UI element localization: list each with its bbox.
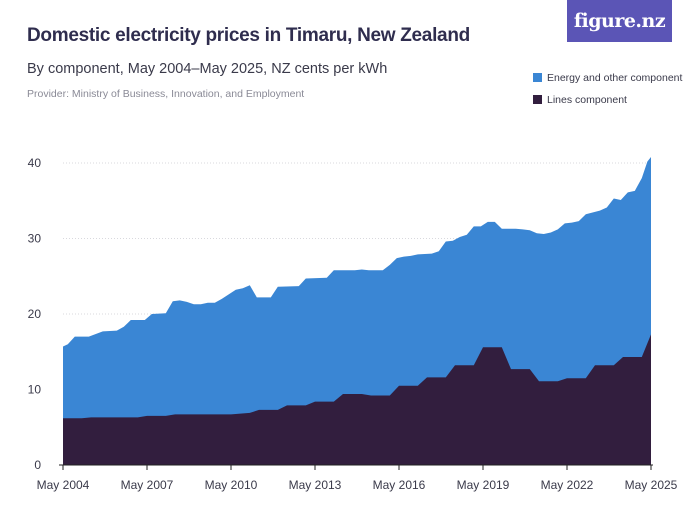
legend: Energy and other component Lines compone… — [533, 71, 682, 115]
x-tick-label: May 2025 — [625, 478, 678, 492]
legend-item-lines: Lines component — [533, 93, 682, 106]
y-tick-label: 0 — [34, 458, 41, 472]
legend-label-lines: Lines component — [547, 93, 627, 106]
provider-note: Provider: Ministry of Business, Innovati… — [27, 88, 305, 100]
chart-areas — [63, 157, 651, 465]
x-tick-label: May 2016 — [373, 478, 426, 492]
legend-label-energy: Energy and other component — [547, 71, 683, 84]
chart-subtitle: By component, May 2004–May 2025, NZ cent… — [27, 61, 388, 77]
y-tick-label: 10 — [28, 383, 42, 397]
y-tick-label: 30 — [28, 232, 42, 246]
y-tick-label: 20 — [28, 307, 42, 321]
legend-swatch-energy — [533, 73, 542, 82]
chart-axes: 0 10 20 30 40 May 2004 May 2007 May 2010 May 201… — [28, 156, 678, 492]
x-tick-label: May 2013 — [289, 478, 342, 492]
x-tick-label: May 2007 — [121, 478, 174, 492]
x-tick-label: May 2010 — [205, 478, 258, 492]
x-tick-label: May 2022 — [541, 478, 594, 492]
chart-title: Domestic electricity prices in Timaru, N… — [27, 25, 470, 46]
y-tick-label: 40 — [28, 156, 42, 170]
x-tick-label: May 2019 — [457, 478, 510, 492]
legend-swatch-lines — [533, 95, 542, 104]
x-tick-label: May 2004 — [37, 478, 90, 492]
area-lines-component — [63, 334, 651, 465]
figure-nz-logo[interactable]: figure.nz — [567, 0, 672, 42]
legend-item-energy: Energy and other component — [533, 71, 682, 84]
